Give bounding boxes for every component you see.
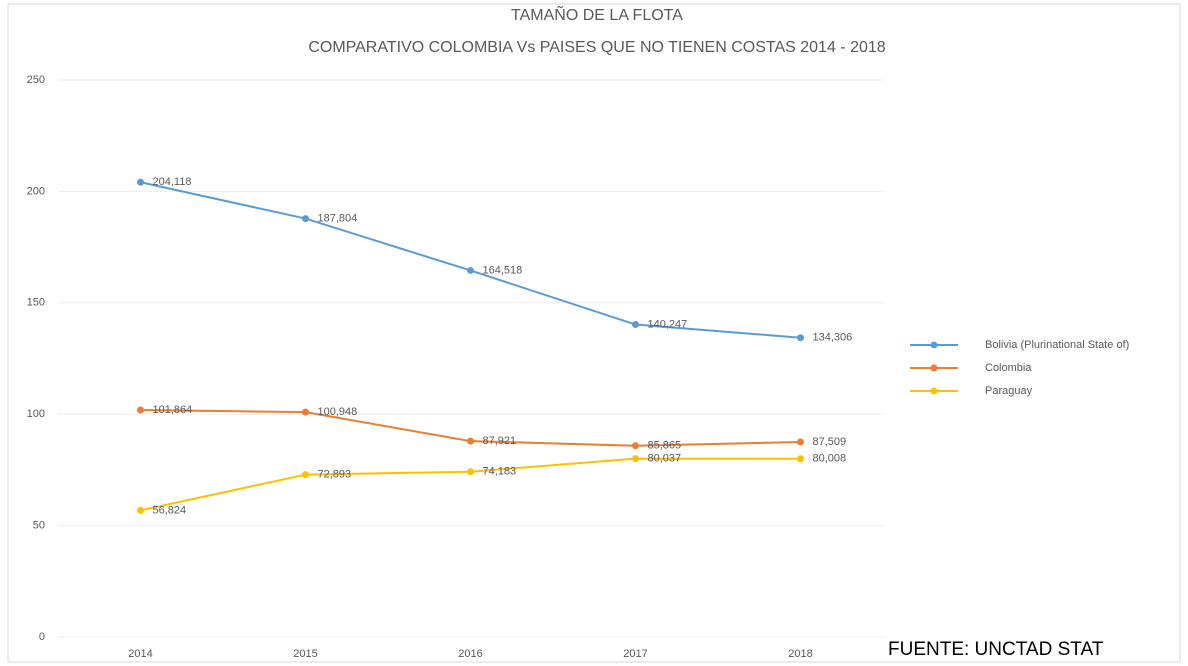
data-label: 85,865	[648, 440, 682, 452]
data-label: 134,306	[813, 332, 853, 344]
data-label: 72,893	[318, 469, 352, 481]
y-tick-label: 100	[27, 408, 45, 420]
chart-frame	[7, 3, 1181, 663]
y-tick-label: 50	[33, 520, 45, 532]
legend-marker	[930, 387, 938, 395]
data-label: 80,037	[648, 453, 682, 465]
y-tick-label: 250	[27, 74, 45, 86]
data-point	[467, 437, 474, 445]
data-point	[632, 455, 639, 463]
data-point	[467, 468, 474, 476]
data-point	[137, 406, 144, 414]
chart-subtitle: COMPARATIVO COLOMBIA Vs PAISES QUE NO TI…	[308, 39, 885, 56]
chart-title: TAMAÑO DE LA FLOTA	[511, 4, 683, 24]
y-tick-label: 150	[27, 297, 45, 309]
x-tick-label: 2014	[128, 648, 152, 660]
data-point	[467, 266, 474, 274]
data-label: 101,864	[153, 404, 193, 416]
data-label: 87,509	[813, 436, 847, 448]
data-label: 140,247	[648, 318, 688, 330]
data-point	[137, 506, 144, 514]
data-point	[797, 455, 804, 463]
x-tick-label: 2018	[788, 648, 812, 660]
data-point	[302, 471, 309, 479]
data-point	[632, 321, 639, 329]
data-point	[797, 438, 804, 446]
x-tick-label: 2017	[623, 648, 647, 660]
source-note: FUENTE: UNCTAD STAT	[888, 639, 1104, 660]
data-point	[302, 215, 309, 223]
legend-marker	[930, 364, 938, 372]
data-point	[137, 178, 144, 186]
data-label: 80,008	[813, 453, 847, 465]
legend-marker	[930, 341, 938, 349]
data-label: 100,948	[318, 406, 358, 418]
legend-label: Paraguay	[985, 385, 1033, 397]
x-tick-label: 2015	[293, 648, 317, 660]
data-label: 74,183	[483, 466, 517, 478]
data-point	[302, 408, 309, 416]
data-label: 187,804	[318, 212, 358, 224]
data-point	[797, 334, 804, 342]
x-tick-label: 2016	[458, 648, 482, 660]
legend-label: Bolivia (Plurinational State of)	[985, 339, 1129, 351]
data-point	[632, 442, 639, 450]
data-label: 56,824	[153, 504, 187, 516]
y-tick-label: 200	[27, 185, 45, 197]
y-tick-label: 0	[39, 631, 45, 643]
data-label: 87,921	[483, 435, 517, 447]
data-label: 204,118	[153, 176, 192, 188]
data-label: 164,518	[483, 264, 523, 276]
legend-label: Colombia	[985, 362, 1032, 374]
